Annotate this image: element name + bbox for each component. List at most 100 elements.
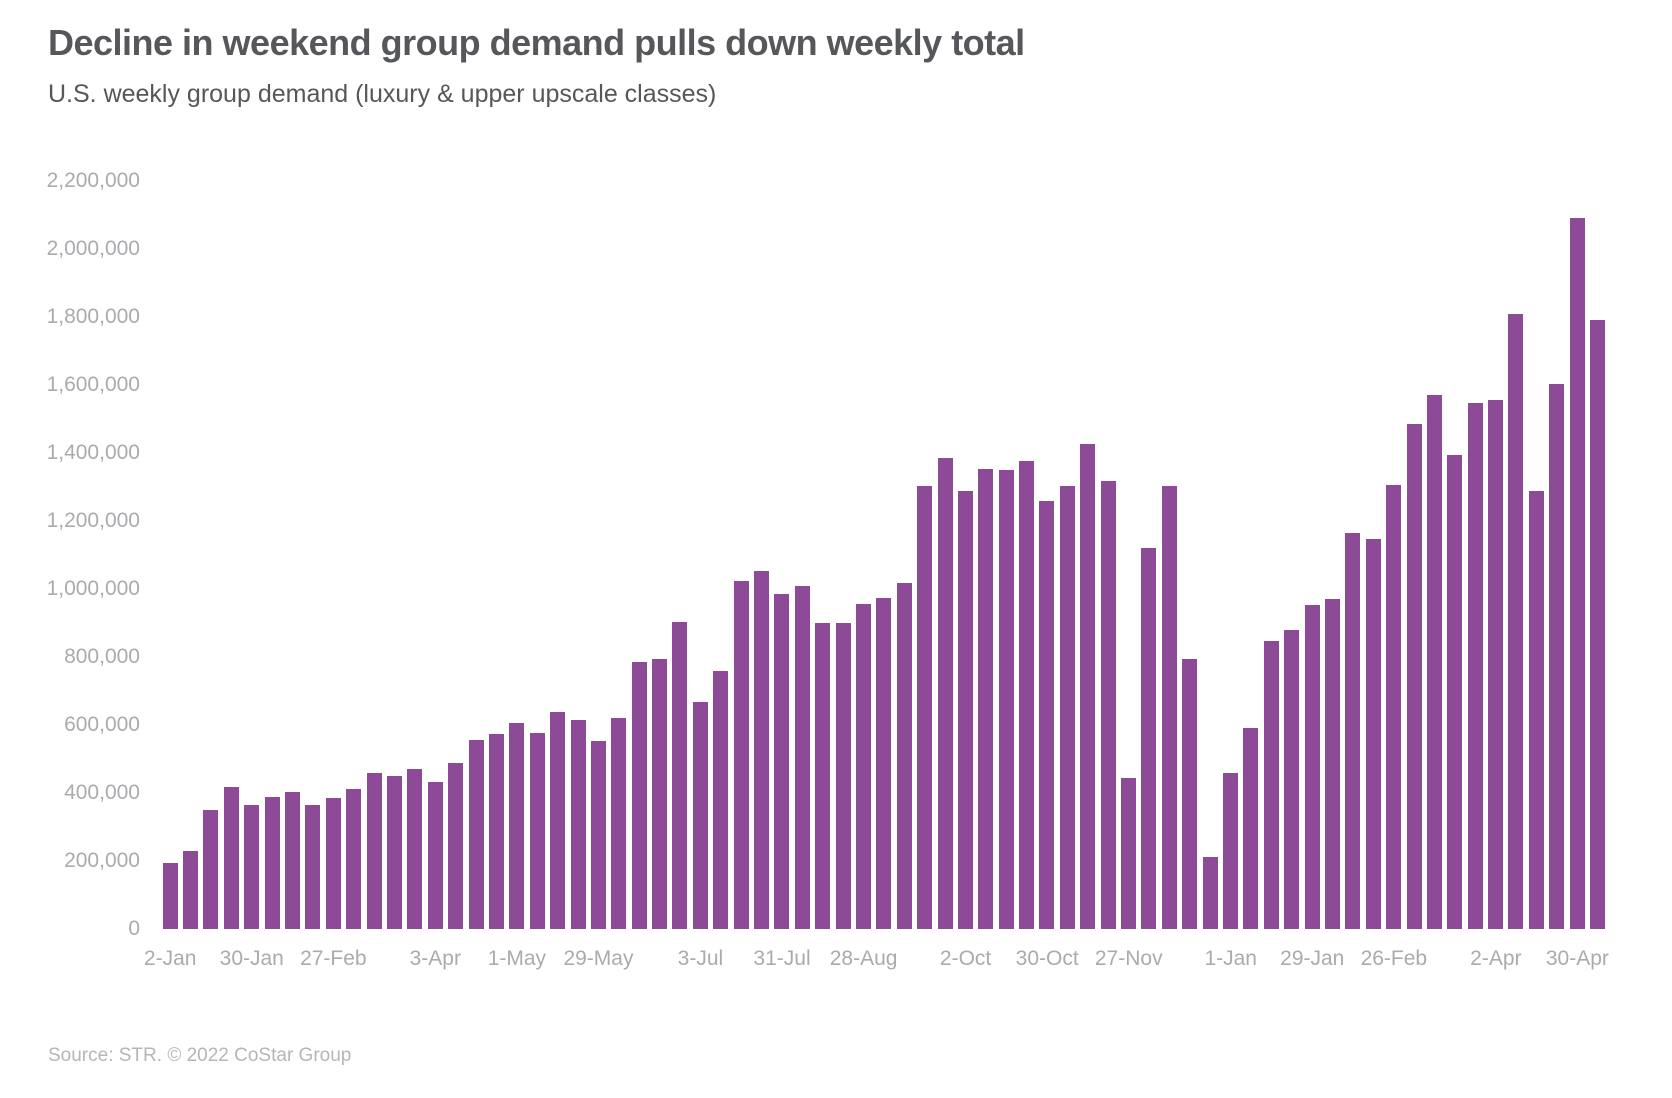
bar[interactable] (1324, 598, 1340, 929)
bar[interactable] (1386, 485, 1402, 929)
bar[interactable] (835, 622, 851, 929)
bar-slot (1587, 181, 1607, 929)
bar[interactable] (448, 763, 464, 929)
bar[interactable] (244, 804, 260, 929)
bar[interactable] (1549, 384, 1565, 929)
bar[interactable] (305, 804, 321, 929)
bar[interactable] (570, 719, 586, 929)
bar[interactable] (672, 621, 688, 929)
bar-slot (507, 181, 527, 929)
bar-slot (180, 181, 200, 929)
bar[interactable] (754, 571, 770, 929)
x-tick-label: 27-Nov (1094, 947, 1163, 970)
bar[interactable] (1100, 480, 1116, 929)
bar[interactable] (896, 582, 912, 929)
bar[interactable] (1121, 777, 1137, 929)
bar-slot (201, 181, 221, 929)
bar[interactable] (529, 732, 545, 929)
bar[interactable] (427, 782, 443, 929)
bar[interactable] (407, 769, 423, 929)
bar[interactable] (366, 773, 382, 929)
bar[interactable] (937, 458, 953, 929)
bar[interactable] (713, 670, 729, 929)
bar[interactable] (1467, 402, 1483, 929)
bar[interactable] (1304, 605, 1320, 929)
x-tick-label: 1-May (487, 947, 547, 970)
bar[interactable] (1161, 486, 1177, 929)
bar[interactable] (978, 469, 994, 929)
bar[interactable] (1059, 486, 1075, 929)
bar[interactable] (1284, 629, 1300, 929)
bar-slot (894, 181, 914, 929)
bar[interactable] (386, 776, 402, 929)
bar[interactable] (590, 741, 606, 929)
x-tick-label: 2-Jan (143, 947, 197, 970)
bar-slot (1383, 181, 1403, 929)
bar[interactable] (203, 810, 219, 929)
bar[interactable] (917, 485, 933, 929)
bar[interactable] (1488, 399, 1504, 929)
bar[interactable] (468, 740, 484, 929)
y-tick-label: 1,000,000 (46, 577, 140, 600)
bar[interactable] (1243, 728, 1259, 929)
bar[interactable] (1223, 772, 1238, 929)
bar[interactable] (325, 797, 341, 929)
bar[interactable] (488, 733, 504, 929)
bar[interactable] (611, 718, 627, 929)
bar[interactable] (1345, 532, 1361, 929)
page-subtitle: U.S. weekly group demand (luxury & upper… (48, 80, 717, 108)
bar[interactable] (957, 491, 973, 929)
bar[interactable] (1406, 424, 1422, 929)
bar-slot (1037, 181, 1057, 929)
bar[interactable] (223, 786, 239, 929)
bar[interactable] (264, 796, 280, 929)
bar[interactable] (1569, 218, 1585, 929)
bar[interactable] (1263, 641, 1279, 929)
bar-slot (1526, 181, 1546, 929)
bar-slot (1363, 181, 1383, 929)
bar[interactable] (550, 712, 566, 929)
bar-slot (649, 181, 669, 929)
y-tick-label: 1,200,000 (46, 509, 140, 532)
bar[interactable] (733, 580, 749, 929)
bar[interactable] (1202, 856, 1218, 929)
bar[interactable] (631, 662, 647, 929)
bar-slot (792, 181, 812, 929)
x-tick-label: 2-Oct (939, 947, 992, 970)
bar-slot (751, 181, 771, 929)
x-axis: 2-Jan 30-Jan 27-Feb 3-Apr 1-May 29-May 3-Jul 31… (144, 947, 1609, 977)
bar[interactable] (1182, 659, 1198, 929)
bar-slot (282, 181, 302, 929)
bar[interactable] (183, 850, 199, 929)
bar[interactable] (815, 623, 831, 929)
x-tick-label: 26-Feb (1360, 947, 1428, 970)
y-tick-label: 600,000 (64, 713, 140, 736)
bar[interactable] (162, 862, 178, 929)
bar-slot (853, 181, 873, 929)
bar[interactable] (998, 470, 1014, 929)
bar[interactable] (1508, 313, 1524, 929)
bar[interactable] (652, 659, 668, 929)
bar[interactable] (1141, 547, 1157, 929)
bar[interactable] (1447, 455, 1463, 929)
bar[interactable] (285, 791, 301, 929)
bar-slot (711, 181, 731, 929)
bar[interactable] (794, 585, 810, 929)
bar[interactable] (346, 789, 362, 929)
bar[interactable] (876, 597, 892, 929)
bar[interactable] (855, 604, 871, 929)
bar[interactable] (774, 593, 790, 929)
y-tick-label: 1,400,000 (46, 441, 140, 464)
bar[interactable] (1426, 394, 1442, 929)
bar[interactable] (1039, 501, 1055, 929)
bar[interactable] (1019, 460, 1035, 929)
bar-slot (242, 181, 262, 929)
bar-slot (547, 181, 567, 929)
bar[interactable] (692, 701, 708, 929)
bar[interactable] (1365, 538, 1381, 929)
bar[interactable] (509, 723, 525, 929)
bar[interactable] (1590, 320, 1606, 929)
y-tick-label: 1,600,000 (46, 373, 140, 396)
bar[interactable] (1528, 490, 1544, 929)
bar[interactable] (1080, 444, 1096, 929)
